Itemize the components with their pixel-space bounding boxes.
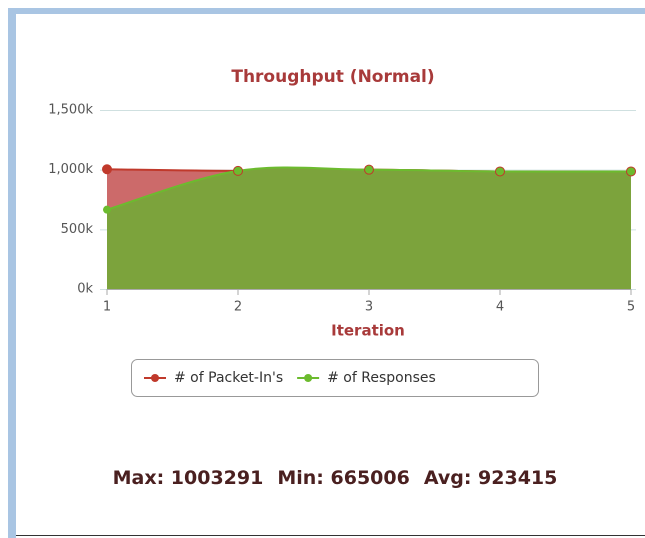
x-tick-label: 2 bbox=[234, 300, 242, 315]
legend-label: # of Responses bbox=[327, 370, 436, 386]
y-tick-label: 0k bbox=[77, 282, 93, 297]
x-tick-label: 3 bbox=[365, 300, 373, 315]
marker bbox=[365, 165, 373, 174]
plot: 0k 500k 1,000k 1,500k 1 2 3 4 5 bbox=[48, 103, 636, 315]
x-tick-label: 1 bbox=[103, 300, 111, 315]
summary-min: Min: 665006 bbox=[277, 467, 409, 489]
legend-symbol bbox=[304, 374, 313, 382]
x-tick-label: 5 bbox=[627, 300, 635, 315]
chart-title: Throughput (Normal) bbox=[231, 67, 434, 87]
summary: Max: 1003291 Min: 665006 Avg: 923415 bbox=[113, 467, 558, 489]
x-axis-label: Iteration bbox=[331, 322, 405, 340]
marker bbox=[234, 166, 242, 175]
legend-symbol bbox=[151, 374, 159, 382]
frame-left bbox=[8, 8, 16, 538]
area bbox=[107, 167, 631, 289]
marker bbox=[103, 205, 111, 214]
marker bbox=[627, 167, 635, 176]
y-tick-label: 500k bbox=[61, 222, 94, 237]
frame-top bbox=[8, 8, 645, 14]
marker bbox=[496, 167, 504, 176]
summary-avg: Avg: 923415 bbox=[424, 467, 558, 489]
summary-max: Max: 1003291 bbox=[113, 467, 264, 489]
y-tick-label: 1,000k bbox=[48, 162, 93, 177]
y-tick-label: 1,500k bbox=[48, 103, 93, 118]
legend bbox=[131, 359, 539, 397]
x-tick-label: 4 bbox=[496, 300, 504, 315]
marker bbox=[102, 164, 112, 175]
legend-label: # of Packet-In's bbox=[174, 370, 283, 386]
